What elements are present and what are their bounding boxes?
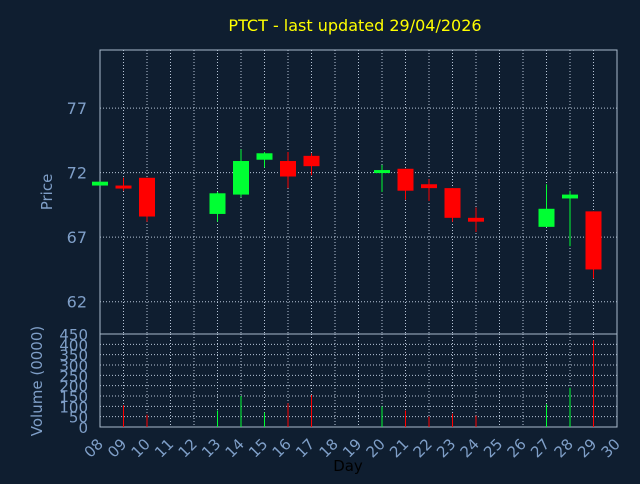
candle bbox=[280, 151, 296, 189]
chart-title: PTCT - last updated 29/04/2026 bbox=[228, 16, 481, 35]
price-axis: 62 67 72 77 bbox=[67, 99, 87, 312]
price-axis-label: Price bbox=[38, 174, 56, 211]
candle bbox=[303, 153, 320, 176]
candle bbox=[233, 149, 249, 198]
day-tick-label: 28 bbox=[551, 435, 577, 461]
candle bbox=[115, 177, 132, 191]
volume-tick-label: 400 bbox=[59, 336, 88, 354]
candle bbox=[256, 151, 273, 168]
candle-body bbox=[115, 185, 132, 189]
candle-body bbox=[468, 217, 484, 222]
day-tick-label: 24 bbox=[457, 435, 483, 461]
volume-series bbox=[123, 340, 594, 427]
day-tick-label: 20 bbox=[363, 435, 389, 461]
day-tick-label: 16 bbox=[269, 435, 295, 461]
price-tick-label: 67 bbox=[67, 228, 87, 247]
candle bbox=[374, 164, 390, 192]
candle-body bbox=[585, 211, 602, 270]
day-tick-label: 27 bbox=[527, 435, 553, 461]
price-tick-label: 77 bbox=[67, 99, 87, 118]
candle-body bbox=[256, 153, 273, 160]
volume-tick-label: 50 bbox=[69, 409, 88, 427]
volume-axis-label: Volume (0000) bbox=[28, 326, 46, 436]
volume-grid bbox=[99, 334, 618, 427]
candle bbox=[538, 184, 555, 227]
day-tick-label: 25 bbox=[480, 435, 506, 461]
volume-tick-label: 250 bbox=[59, 367, 88, 385]
volume-tick-label: 450 bbox=[59, 326, 88, 344]
day-tick-label: 09 bbox=[104, 435, 130, 461]
volume-tick-label: 150 bbox=[59, 388, 88, 406]
candle bbox=[585, 211, 602, 279]
candle-body bbox=[209, 193, 226, 214]
day-tick-label: 14 bbox=[222, 435, 248, 461]
candle bbox=[444, 188, 461, 222]
day-tick-label: 08 bbox=[81, 435, 107, 461]
volume-tick-label: 0 bbox=[78, 419, 88, 437]
volume-tick-label: 350 bbox=[59, 347, 88, 365]
day-tick-label: 13 bbox=[198, 435, 224, 461]
candle-body bbox=[303, 155, 320, 167]
price-tick-label: 72 bbox=[67, 164, 87, 183]
volume-tick-label: 100 bbox=[59, 398, 88, 416]
day-tick-label: 26 bbox=[504, 435, 530, 461]
day-tick-label: 23 bbox=[433, 435, 459, 461]
volume-panel-frame bbox=[99, 333, 618, 428]
price-tick-label: 62 bbox=[67, 293, 87, 312]
candle bbox=[92, 181, 108, 186]
candle-body bbox=[538, 208, 555, 227]
candle-body bbox=[374, 170, 390, 174]
candle-body bbox=[139, 177, 155, 217]
day-tick-label: 29 bbox=[574, 435, 600, 461]
day-tick-label: 22 bbox=[410, 435, 436, 461]
candle-body bbox=[92, 181, 108, 186]
candle-body bbox=[444, 188, 461, 218]
day-tick-label: 10 bbox=[128, 435, 154, 461]
candle bbox=[397, 168, 414, 200]
candle bbox=[468, 207, 484, 233]
candle bbox=[209, 192, 226, 222]
day-tick-label: 17 bbox=[292, 435, 318, 461]
candle-body bbox=[421, 184, 437, 189]
day-axis-label: Day bbox=[333, 457, 363, 475]
candle bbox=[139, 177, 155, 222]
candle-body bbox=[233, 161, 249, 195]
candle-body bbox=[562, 194, 578, 199]
candlestick-series bbox=[92, 149, 602, 279]
candle bbox=[421, 179, 437, 202]
day-tick-label: 12 bbox=[175, 435, 201, 461]
day-tick-label: 15 bbox=[245, 435, 271, 461]
candle bbox=[562, 190, 578, 247]
volume-tick-label: 300 bbox=[59, 357, 88, 375]
candle-body bbox=[397, 168, 414, 191]
candle-body bbox=[280, 161, 296, 177]
volume-tick-label: 200 bbox=[59, 378, 88, 396]
day-tick-label: 30 bbox=[598, 435, 624, 461]
price-grid bbox=[99, 50, 618, 334]
day-tick-label: 21 bbox=[386, 435, 412, 461]
day-tick-label: 11 bbox=[151, 435, 177, 461]
